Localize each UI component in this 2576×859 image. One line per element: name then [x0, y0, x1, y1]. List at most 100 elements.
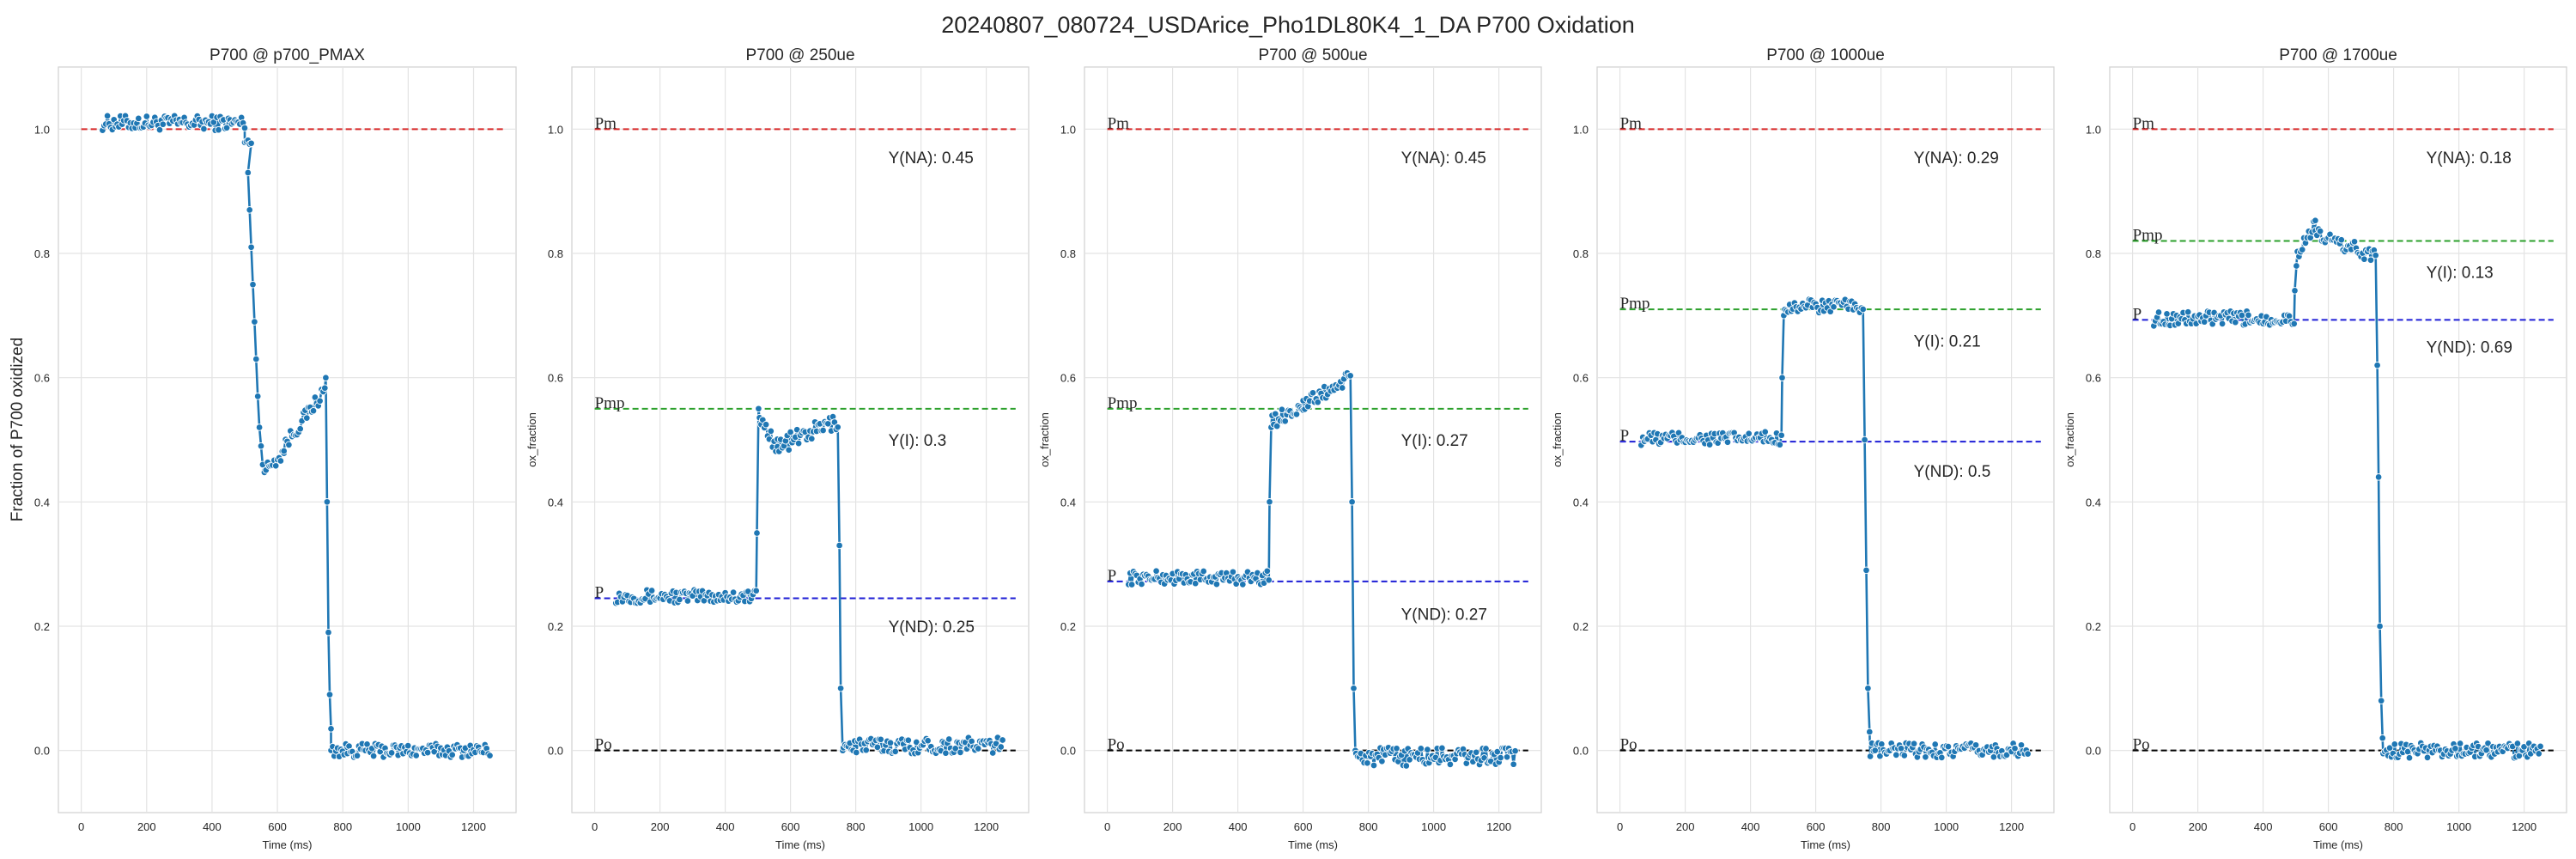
x-tick-label: 400 — [203, 820, 222, 833]
data-point — [316, 397, 324, 405]
data-point — [2482, 746, 2490, 754]
data-point — [1472, 748, 1480, 757]
data-point — [2372, 251, 2379, 259]
x-tick-label: 200 — [2189, 820, 2208, 833]
data-point — [2377, 697, 2385, 705]
data-point — [2293, 262, 2300, 270]
data-point — [1191, 579, 1200, 588]
data-point — [997, 743, 1005, 751]
x-tick-label: 400 — [2254, 820, 2273, 833]
x-tick-label: 800 — [847, 820, 866, 833]
data-point — [2200, 318, 2208, 326]
data-point — [1292, 411, 1301, 418]
data-point — [1938, 753, 1946, 762]
y-tick-label: 0.8 — [548, 247, 563, 260]
y-tick-label: 1.0 — [34, 123, 50, 136]
x-tick-label: 200 — [651, 820, 670, 833]
data-point — [2513, 740, 2522, 747]
y-tick-label: 0.0 — [1060, 745, 1076, 758]
x-tick-label: 200 — [1163, 820, 1182, 833]
data-point — [1861, 436, 1868, 444]
reference-label-pm: Pm — [2133, 114, 2155, 132]
yield-annotation: Y(NA): 0.29 — [1914, 149, 1999, 168]
data-point — [423, 748, 432, 757]
data-point — [2451, 745, 2459, 752]
x-tick-label: 400 — [1741, 820, 1760, 833]
x-tick-label: 600 — [781, 820, 800, 833]
data-point — [2232, 318, 2239, 326]
reference-label-pm: Pm — [595, 114, 617, 132]
data-point — [1138, 580, 1145, 588]
yield-annotation: Y(ND): 0.27 — [1401, 606, 1487, 624]
data-point — [862, 746, 870, 754]
x-tick-label: 1200 — [461, 820, 486, 833]
reference-label-p: P — [1620, 427, 1630, 445]
data-point — [2218, 320, 2227, 328]
data-point — [1393, 745, 1400, 752]
data-point — [2373, 361, 2381, 369]
yield-annotation: Y(ND): 0.5 — [1914, 463, 1991, 481]
data-point — [1212, 580, 1221, 588]
data-point — [676, 595, 683, 604]
x-tick-label: 1000 — [2446, 820, 2471, 833]
data-point — [1776, 441, 1784, 448]
data-point — [999, 736, 1006, 744]
y-tick-label: 0.0 — [34, 745, 50, 758]
data-point — [1922, 753, 1929, 761]
data-point — [1263, 567, 1272, 576]
data-point — [753, 529, 761, 537]
data-point — [1745, 430, 1753, 437]
yield-annotation: Y(I): 0.13 — [2427, 265, 2494, 283]
subplot-2: 0 200 400 600 800 1000 1200 0.0 0.2 0.4 0.6 0.8 1.0 P… — [526, 46, 1030, 851]
x-tick-label: 400 — [716, 820, 735, 833]
data-point — [2312, 216, 2319, 224]
data-point — [2024, 750, 2032, 758]
plot-frame — [1084, 66, 1542, 813]
data-point — [2366, 256, 2375, 265]
data-point — [1239, 581, 1247, 588]
data-point — [836, 685, 845, 692]
data-point — [249, 280, 257, 289]
y-tick-label: 0.8 — [1573, 247, 1589, 260]
data-point — [244, 168, 252, 177]
y-tick-label: 0.0 — [1573, 745, 1589, 758]
y-tick-label: 0.8 — [2086, 247, 2101, 260]
subplot-3: 0 200 400 600 800 1000 1200 0.0 0.2 0.4 0.6 0.8 1.0 P… — [1038, 46, 1542, 851]
y-tick-label: 0.2 — [548, 620, 563, 633]
y-tick-label: 0.6 — [1573, 372, 1589, 385]
data-point — [1281, 417, 1289, 425]
reference-label-pm: Pm — [1620, 114, 1643, 132]
data-point — [271, 462, 280, 470]
data-point — [404, 741, 412, 750]
reference-label-p: P — [595, 583, 605, 601]
data-point — [1871, 746, 1879, 754]
y-tick-label: 0.2 — [1060, 620, 1076, 633]
data-point — [1350, 685, 1358, 692]
data-point — [1859, 305, 1867, 314]
yield-annotation: Y(NA): 0.45 — [889, 149, 974, 168]
x-axis-label: Time (ms) — [2313, 838, 2363, 851]
data-point — [1402, 762, 1411, 770]
data-point — [2290, 320, 2298, 328]
data-point — [280, 447, 288, 455]
x-tick-label: 200 — [137, 820, 156, 833]
data-point — [159, 120, 167, 128]
data-point — [1266, 498, 1273, 506]
data-point — [2520, 743, 2528, 751]
y-tick-label: 0.0 — [548, 745, 563, 758]
data-point — [853, 748, 860, 757]
figure-title: 20240807_080724_USDArice_Pho1DL80K4_1_DA… — [941, 12, 1635, 38]
y-tick-label: 1.0 — [2086, 123, 2101, 136]
data-point — [1417, 745, 1425, 752]
data-point — [2376, 622, 2384, 631]
x-tick-label: 600 — [2319, 820, 2338, 833]
x-tick-label: 600 — [268, 820, 287, 833]
data-point — [325, 628, 332, 637]
data-point — [1503, 753, 1511, 761]
data-point — [1864, 685, 1872, 692]
y-tick-label: 1.0 — [548, 123, 563, 136]
data-point — [1862, 566, 1870, 575]
data-point — [1378, 758, 1386, 765]
data-point — [2391, 740, 2399, 748]
